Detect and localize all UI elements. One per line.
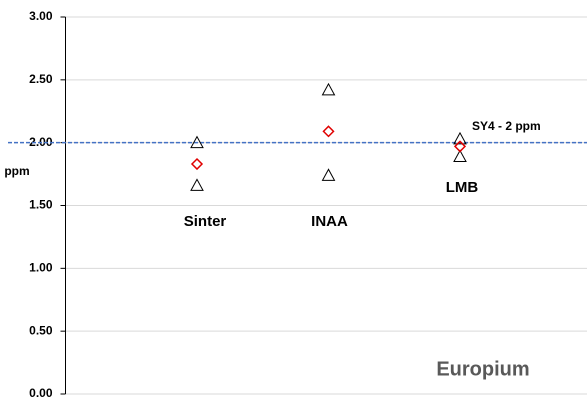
triangle-marker bbox=[321, 168, 336, 181]
y-axis-label: ppm bbox=[4, 164, 29, 178]
y-tick-label: 2.50 bbox=[29, 72, 53, 86]
diamond-marker bbox=[453, 140, 467, 153]
diamond-marker bbox=[322, 125, 335, 138]
diamond-marker bbox=[190, 157, 204, 171]
category-label: Sinter bbox=[184, 213, 227, 230]
y-tick-label: 1.50 bbox=[29, 198, 53, 212]
y-tick-label: 0.00 bbox=[29, 386, 53, 400]
y-tick-label: 0.50 bbox=[29, 323, 53, 337]
category-label: LMB bbox=[446, 179, 479, 196]
y-tick-label: 2.00 bbox=[29, 135, 53, 149]
reference-label: SY4 - 2 ppm bbox=[472, 119, 541, 133]
triangle-marker bbox=[321, 82, 336, 96]
category-label: INAA bbox=[311, 213, 348, 230]
triangle-marker bbox=[453, 149, 467, 162]
triangle-marker bbox=[190, 135, 204, 149]
y-tick-label: 3.00 bbox=[29, 9, 53, 23]
annotation: Europium bbox=[436, 358, 529, 380]
triangle-marker bbox=[453, 131, 467, 145]
y-tick-label: 1.00 bbox=[29, 261, 53, 275]
triangle-marker bbox=[190, 178, 204, 191]
